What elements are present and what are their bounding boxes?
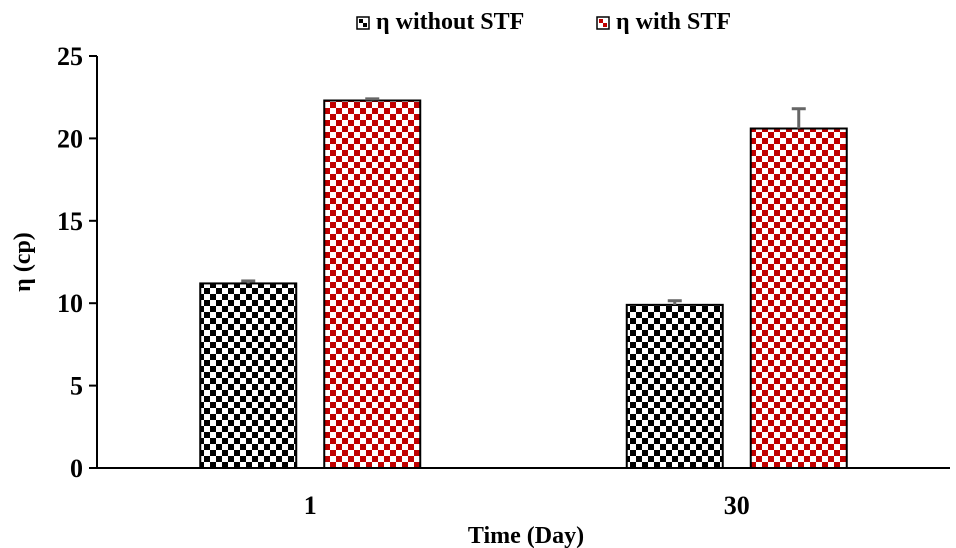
x-axis: 1 30 (97, 467, 950, 520)
x-tick-label: 1 (304, 491, 317, 520)
y-axis-label: η (cp) (10, 232, 36, 292)
y-tick-label: 10 (57, 289, 83, 318)
legend-swatch-mark (599, 19, 603, 23)
y-tick-label: 0 (70, 454, 83, 483)
bars-group (199, 97, 848, 470)
bar (625, 303, 724, 469)
x-axis-label: Time (Day) (468, 523, 584, 548)
bar (323, 99, 422, 469)
bar (199, 282, 298, 470)
y-tick-label: 20 (57, 124, 83, 153)
y-tick-label: 5 (70, 372, 83, 401)
legend-swatch-mark (363, 23, 367, 27)
x-tick-label: 30 (724, 491, 750, 520)
legend: η without STF η with STF (356, 9, 731, 35)
legend-swatch-mark (603, 23, 607, 27)
legend-swatch-mark (359, 19, 363, 23)
bar (749, 127, 848, 469)
legend-label: η with STF (616, 9, 731, 35)
y-tick-label: 25 (57, 42, 83, 71)
y-tick-label: 15 (57, 207, 83, 236)
legend-label: η without STF (376, 9, 524, 35)
y-axis: 0 5 10 15 20 25 (57, 42, 98, 483)
